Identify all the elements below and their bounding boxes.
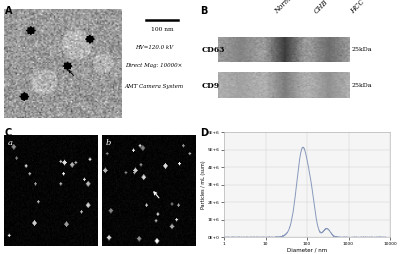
Text: a: a [8, 139, 13, 147]
Text: CHB: CHB [313, 0, 330, 16]
Text: HV=120.0 kV: HV=120.0 kV [135, 45, 173, 50]
Text: 100 nm: 100 nm [151, 27, 174, 33]
Text: AMT Camera System: AMT Camera System [124, 84, 184, 89]
Text: HCC: HCC [348, 0, 366, 16]
Text: C: C [5, 128, 12, 138]
Text: Direct Mag: 10000×: Direct Mag: 10000× [125, 64, 183, 69]
Y-axis label: Particles / mL (sum): Particles / mL (sum) [202, 161, 206, 209]
X-axis label: Diameter / nm: Diameter / nm [287, 247, 327, 252]
Text: B: B [200, 6, 207, 16]
Text: 25kDa: 25kDa [351, 47, 372, 52]
Text: Normal: Normal [273, 0, 298, 16]
Text: D: D [200, 128, 208, 138]
Text: 25kDa: 25kDa [351, 83, 372, 88]
Text: CD63: CD63 [202, 45, 226, 54]
Text: b: b [106, 139, 111, 147]
Text: A: A [5, 6, 12, 16]
Text: CD9: CD9 [202, 82, 220, 90]
